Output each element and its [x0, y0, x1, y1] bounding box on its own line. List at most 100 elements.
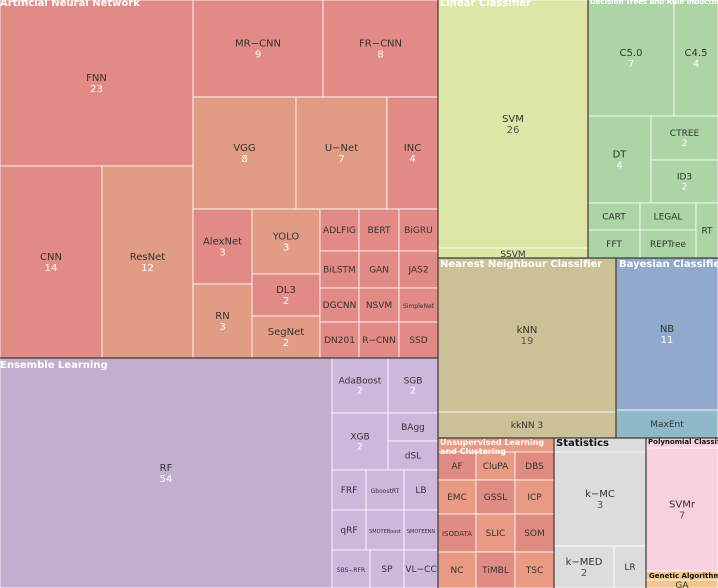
treemap-cell-cart: CART [587, 202, 641, 231]
cell-label: FFT [606, 240, 622, 250]
cell-value: 12 [141, 263, 154, 274]
cell-rect [398, 208, 439, 252]
cell-rect [358, 208, 400, 252]
cell-label: TiMBL [481, 566, 509, 576]
cell-label: ICP [527, 493, 542, 503]
treemap-cell-sbs-rfr: SBS−RFR [331, 549, 371, 588]
cell-rect [358, 321, 400, 359]
cell-rect [322, 0, 439, 98]
cell-label: R−CNN [362, 336, 396, 346]
cell-value: 4 [693, 59, 699, 70]
cell-rect [514, 479, 555, 515]
cell-rect [645, 447, 718, 572]
cell-value: 3 [597, 500, 603, 511]
cell-label: NB [660, 324, 674, 335]
cell-label: CluPA [483, 462, 509, 472]
cell-label: BERT [368, 226, 391, 236]
group-title: Linear Classifier [440, 0, 531, 9]
treemap-cell-kknn: kkNN 3 [437, 411, 617, 439]
treemap-cell-bilstm: BiLSTM [319, 250, 360, 289]
cell-rect [331, 357, 389, 414]
cell-label: XGB [350, 433, 369, 443]
cell-rect [403, 469, 439, 511]
cell-label: C4.5 [685, 48, 708, 59]
group-title: Bayesian Classifier [619, 259, 718, 270]
treemap-cell-tsc: TSC [514, 551, 555, 588]
cell-label: VL−CC [405, 565, 436, 575]
treemap-cell-ssd: SSD [398, 321, 439, 359]
cell-value: 23 [90, 84, 103, 95]
cell-label: RT [701, 227, 713, 237]
cell-rect [251, 315, 321, 359]
treemap-cell-jas2: JAS2 [398, 250, 439, 289]
cell-rect [387, 412, 439, 442]
cell-label: DGCNN [323, 301, 357, 311]
cell-label: SVMr [669, 500, 696, 511]
treemap-cell-simplenet: SimpleNet [398, 287, 439, 323]
cell-rect [437, 451, 477, 481]
treemap-cell-legal: LEGAL [639, 202, 697, 231]
cell-label: LEGAL [654, 213, 683, 223]
cell-value: 2 [410, 387, 416, 397]
treemap-cell-dgcnn: DGCNN [319, 287, 360, 323]
group-title: Nearest Neighbour Classifier [440, 259, 602, 270]
group-title: Genetic Algorithm [649, 572, 718, 580]
cell-label: ISODATA [442, 530, 472, 538]
cell-value: 3 [283, 243, 289, 254]
treemap-cell-dsl: dSL [387, 440, 439, 471]
cell-rect [331, 549, 371, 588]
cell-rect [192, 0, 324, 98]
treemap-cell-timbl: TiMBL [475, 551, 516, 588]
cell-value: 2 [357, 387, 363, 397]
treemap-cell-lr: LR [613, 545, 647, 588]
cell-label: kkNN 3 [511, 421, 543, 431]
treemap-cell-nc: NC [437, 551, 477, 588]
cell-label: SMOTEENN [407, 529, 436, 535]
cell-value: 2 [682, 183, 688, 193]
cell-label: ADLFIG [323, 226, 356, 236]
treemap-cell-frf: FRF [331, 469, 367, 511]
cell-label: ResNet [130, 252, 165, 263]
group-unsupervised-learning-and-clustering: AF CluPA DBS EMC GSSL ICP ISODATA SLIC SOM NC TiMB… [437, 437, 555, 588]
treemap-cell-bagg: BAgg [387, 412, 439, 442]
treemap-cell-vl-cc: VL−CC [403, 549, 439, 588]
treemap-cell-bert: BERT [358, 208, 400, 252]
cell-label: RF [160, 463, 173, 474]
cell-label: FNN [86, 73, 107, 84]
cell-rect [587, 115, 652, 204]
cell-label: SSD [409, 336, 427, 346]
cell-rect [192, 283, 253, 359]
cell-label: MR−CNN [235, 39, 281, 50]
cell-label: CTREE [670, 129, 700, 139]
treemap-cell-nsvm: NSVM [358, 287, 400, 323]
cell-value: 9 [255, 50, 261, 61]
cell-label: DN201 [324, 336, 355, 346]
cell-label: C5.0 [620, 48, 643, 59]
cell-value: 2 [283, 338, 289, 349]
cell-rect [437, 513, 477, 553]
cell-label: ID3 [677, 173, 692, 183]
cell-value: 2 [682, 139, 688, 149]
cell-rect [319, 287, 360, 323]
cell-rect [639, 202, 697, 231]
cell-label: DT [613, 150, 628, 161]
cell-label: SVM [502, 114, 524, 125]
treemap-cell-ga: GA [645, 579, 718, 588]
cell-value: 2 [283, 296, 289, 307]
cell-label: dSL [405, 452, 421, 462]
cell-label: k−MC [585, 489, 615, 500]
cell-label: REPTree [650, 240, 687, 250]
